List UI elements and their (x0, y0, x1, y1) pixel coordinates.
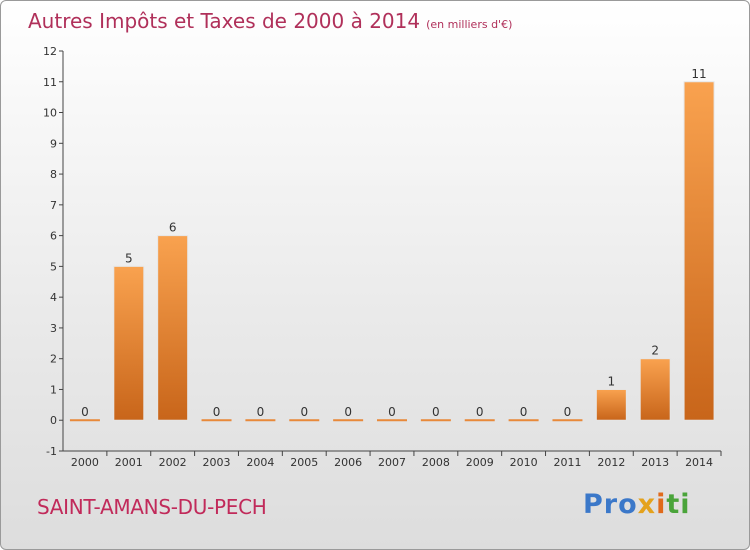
x-tick-label: 2011 (553, 456, 581, 469)
x-tick-label: 2014 (685, 456, 713, 469)
y-tick-label: 8 (50, 168, 57, 181)
bar-2002 (157, 235, 189, 421)
commune-name: SAINT-AMANS-DU-PECH (37, 495, 267, 519)
y-tick-label: 7 (50, 199, 57, 212)
y-tick-label: 6 (50, 230, 57, 243)
y-tick-label: -1 (46, 445, 57, 458)
bar-2010 (508, 419, 539, 422)
chart-title: Autres Impôts et Taxes de 2000 à 2014 (en… (28, 9, 512, 33)
y-tick-label: 1 (50, 383, 57, 396)
x-tick-label: 2009 (466, 456, 494, 469)
data-label-2012: 1 (608, 374, 616, 388)
y-tick-label: 11 (43, 76, 57, 89)
y-tick-label: 10 (43, 107, 57, 120)
x-tick-label: 2008 (422, 456, 450, 469)
data-label-2001: 5 (125, 251, 133, 265)
x-tick-label: 2010 (510, 456, 538, 469)
y-tick-label: 4 (50, 291, 57, 304)
data-label-2011: 0 (564, 405, 572, 419)
x-tick-label: 2004 (246, 456, 274, 469)
y-tick-label: 9 (50, 137, 57, 150)
chart-title-text: Autres Impôts et Taxes de 2000 à 2014 (28, 9, 421, 33)
x-tick-label: 2001 (115, 456, 143, 469)
data-label-2006: 0 (344, 405, 352, 419)
y-tick-label: 0 (50, 414, 57, 427)
data-label-2009: 0 (476, 405, 484, 419)
bar-2003 (201, 419, 232, 422)
chart-labels: 2000020015200262003020040200502006020070… (71, 67, 713, 469)
bar-2005 (289, 419, 320, 422)
bar-2001 (113, 265, 145, 421)
y-tick-label: 5 (50, 260, 57, 273)
chart-bars (69, 81, 715, 422)
x-tick-label: 2012 (597, 456, 625, 469)
bar-2004 (245, 419, 276, 422)
x-tick-label: 2006 (334, 456, 362, 469)
bar-2011 (552, 419, 583, 422)
data-label-2007: 0 (388, 405, 396, 419)
x-tick-label: 2003 (203, 456, 231, 469)
y-tick-label: 3 (50, 322, 57, 335)
data-label-2010: 0 (520, 405, 528, 419)
x-tick-label: 2002 (159, 456, 187, 469)
chart-subtitle: (en milliers d'€) (426, 18, 513, 31)
bar-2009 (464, 419, 495, 422)
y-tick-label: 2 (50, 353, 57, 366)
x-tick-label: 2000 (71, 456, 99, 469)
data-label-2003: 0 (213, 405, 221, 419)
bar-2012 (595, 388, 627, 421)
bar-2008 (420, 419, 451, 422)
data-label-2013: 2 (651, 344, 659, 358)
x-tick-label: 2005 (290, 456, 318, 469)
x-tick-label: 2013 (641, 456, 669, 469)
bar-2013 (639, 358, 671, 421)
proxiti-logo: Proxiti (583, 489, 691, 520)
bar-2006 (333, 419, 364, 422)
data-label-2004: 0 (257, 405, 265, 419)
data-label-2000: 0 (81, 405, 89, 419)
data-label-2002: 6 (169, 221, 177, 235)
bar-2014 (683, 81, 715, 421)
bar-2007 (377, 419, 407, 422)
data-label-2014: 11 (691, 67, 706, 81)
bar-2000 (69, 419, 100, 422)
data-label-2008: 0 (432, 405, 440, 419)
x-tick-label: 2007 (378, 456, 406, 469)
y-tick-label: 12 (43, 45, 57, 58)
data-label-2005: 0 (300, 405, 308, 419)
